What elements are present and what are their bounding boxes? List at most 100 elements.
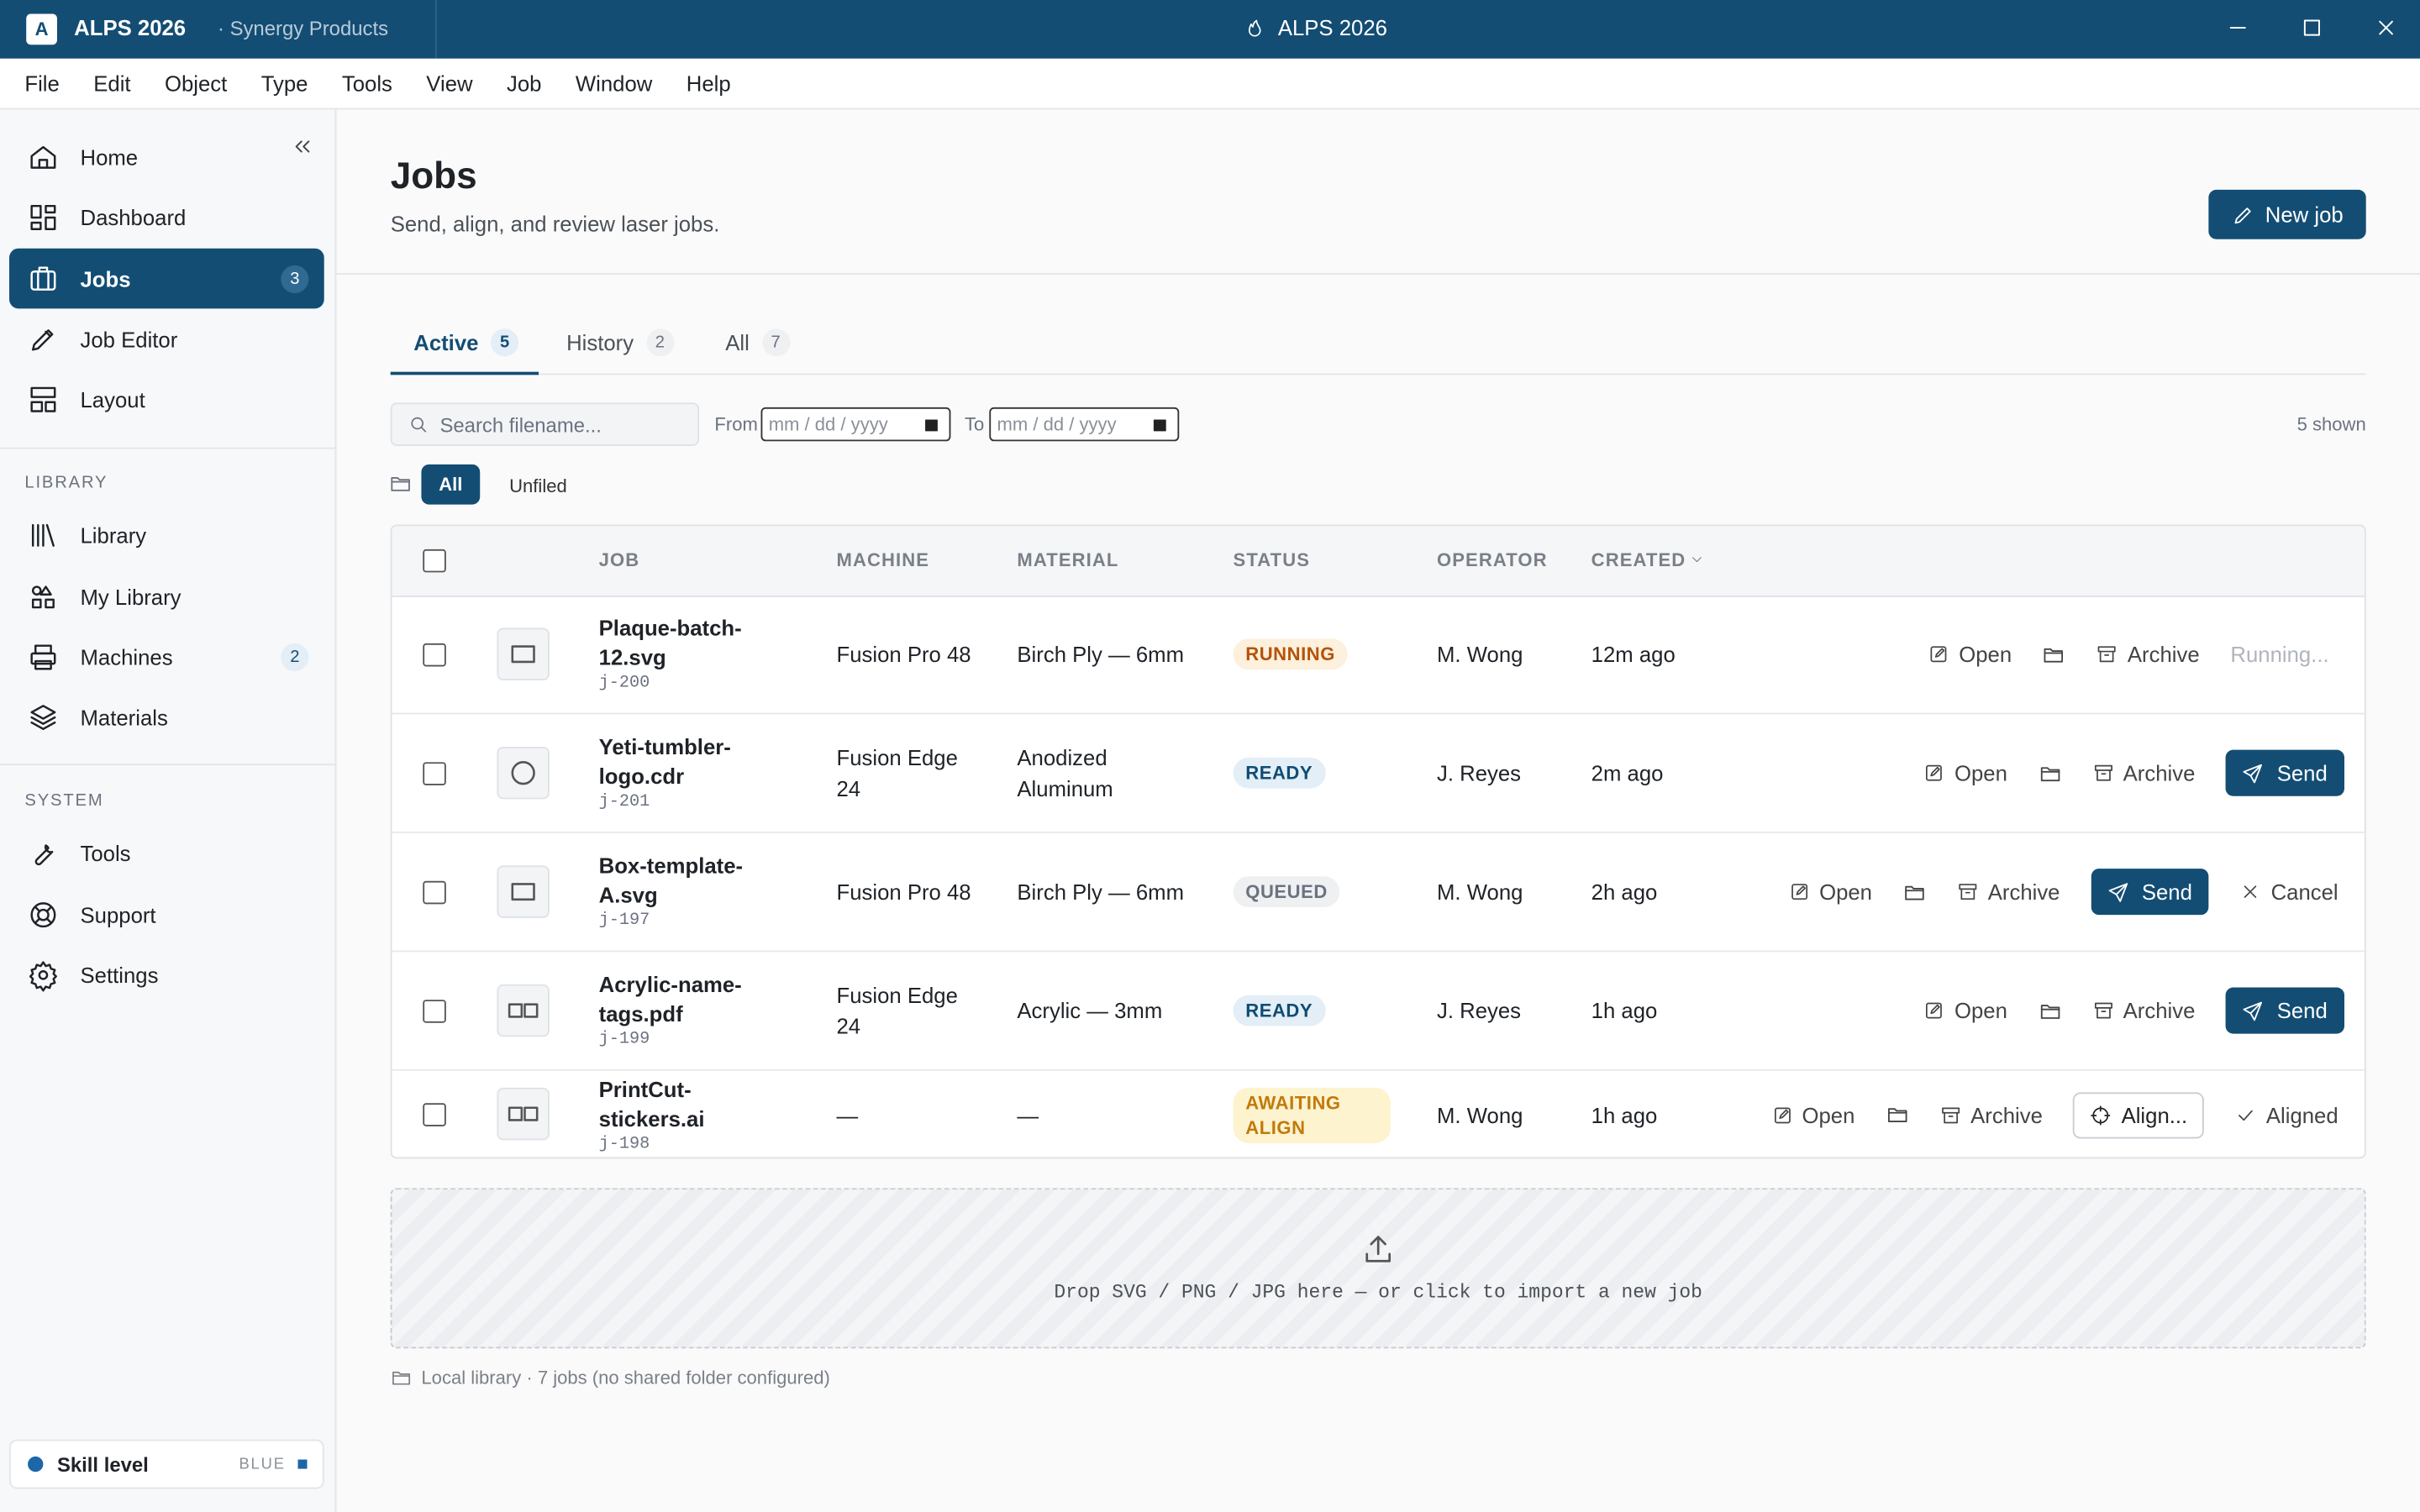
menu-item[interactable]: File bbox=[24, 71, 60, 96]
nav-item[interactable]: Tools bbox=[9, 822, 324, 883]
send-button[interactable]: Send bbox=[2226, 987, 2345, 1034]
job-name[interactable]: PrintCut-stickers.ai bbox=[598, 1076, 705, 1131]
date-input[interactable]: mm / dd / yyyy bbox=[760, 407, 951, 442]
tab-count: 7 bbox=[761, 328, 790, 357]
icon bbox=[1923, 762, 1945, 784]
skill-swatch bbox=[297, 1459, 308, 1469]
nav-item[interactable]: Settings bbox=[9, 944, 324, 1005]
nav-label: Job Editor bbox=[80, 326, 178, 351]
action-label: Archive bbox=[2127, 642, 2200, 667]
checkbox[interactable] bbox=[423, 879, 446, 904]
search-input[interactable]: Search filename... bbox=[390, 402, 700, 446]
date-input[interactable]: mm / dd / yyyy bbox=[989, 407, 1180, 442]
archive-button[interactable]: Archive bbox=[2096, 642, 2200, 667]
link-button[interactable]: Open bbox=[1788, 879, 1872, 904]
new-job-label: New job bbox=[2265, 202, 2344, 228]
checkbox[interactable] bbox=[423, 549, 446, 573]
app-badge: A bbox=[26, 13, 57, 45]
window-control[interactable] bbox=[2226, 15, 2250, 39]
status-cell: QUEUED bbox=[1233, 833, 1403, 951]
send-button[interactable]: Send bbox=[2091, 869, 2210, 916]
footer-text: Local library · 7 jobs (no shared folder… bbox=[421, 1367, 830, 1389]
nav-item[interactable]: Machines 2 bbox=[9, 627, 324, 687]
divider bbox=[434, 0, 437, 59]
nav-item[interactable]: Support bbox=[9, 884, 324, 944]
menu-item[interactable]: View bbox=[426, 71, 473, 96]
created: 1h ago bbox=[1591, 998, 1658, 1023]
folder-chip[interactable]: All bbox=[421, 464, 481, 505]
tab[interactable]: All 7 bbox=[725, 328, 790, 357]
table-header: JOB MACHINE MATERIAL STATUS OPERATOR CREATED bbox=[392, 526, 2365, 597]
checkbox[interactable] bbox=[423, 761, 446, 785]
menu-item[interactable]: Job bbox=[506, 71, 542, 96]
checkbox[interactable] bbox=[423, 999, 446, 1022]
checkbox[interactable] bbox=[423, 643, 446, 666]
material: Acrylic — 3mm bbox=[1017, 998, 1163, 1023]
cancel-button[interactable]: Cancel bbox=[2240, 879, 2338, 904]
created-cell: 12m ago bbox=[1591, 596, 1730, 713]
nav-item[interactable]: Layout bbox=[9, 369, 324, 429]
folder-button[interactable] bbox=[2039, 999, 2062, 1022]
nav-item[interactable]: Dashboard bbox=[9, 186, 324, 247]
skill-level[interactable]: Skill level BLUE bbox=[9, 1439, 324, 1489]
divider bbox=[0, 447, 335, 449]
archive-button[interactable]: Archive bbox=[1939, 1102, 2043, 1127]
sidebar: Home Dashboard Jobs 3 Job Editor Layout Librar… bbox=[0, 109, 337, 1512]
job-name[interactable]: Box-template-A.svg bbox=[598, 853, 744, 908]
job-thumbnail bbox=[497, 864, 550, 917]
folder-chip[interactable]: Unfiled bbox=[509, 475, 567, 497]
send-button[interactable]: Send bbox=[2226, 749, 2345, 796]
folder-button[interactable] bbox=[1886, 1103, 1909, 1126]
job-name[interactable]: Acrylic-name-tags.pdf bbox=[598, 972, 742, 1026]
menu-item[interactable]: Window bbox=[575, 71, 653, 96]
link-button[interactable]: Open bbox=[1923, 761, 2007, 785]
created-cell: 2m ago bbox=[1591, 714, 1730, 832]
archive-button[interactable]: Archive bbox=[2092, 761, 2195, 785]
window-control[interactable] bbox=[2374, 15, 2398, 39]
menu-item[interactable]: Object bbox=[164, 71, 228, 96]
column-header[interactable]: CREATED bbox=[1591, 549, 1705, 571]
nav-item[interactable]: Jobs 3 bbox=[9, 248, 324, 309]
window-controls bbox=[2226, 15, 2399, 39]
icon bbox=[1361, 1233, 1395, 1267]
window-control[interactable] bbox=[2300, 15, 2324, 39]
dropzone[interactable]: Drop SVG / PNG / JPG here — or click to … bbox=[390, 1188, 2366, 1349]
operator: J. Reyes bbox=[1437, 998, 1522, 1023]
icon bbox=[2231, 203, 2254, 227]
job-thumbnail bbox=[497, 627, 550, 680]
nav-item[interactable]: Materials bbox=[9, 686, 324, 747]
jobs-table: JOB MACHINE MATERIAL STATUS OPERATOR CREATED P… bbox=[390, 524, 2366, 1159]
table-row: Plaque-batch-12.svg j-200 Fusion Pro 48 Bir… bbox=[392, 596, 2365, 715]
nav-item[interactable]: Library bbox=[9, 505, 324, 565]
checkbox[interactable] bbox=[423, 1102, 446, 1126]
link-button[interactable]: Open bbox=[1928, 642, 2012, 666]
archive-button[interactable]: Archive bbox=[1957, 879, 2060, 904]
archive-button[interactable]: Archive bbox=[2092, 998, 2195, 1023]
nav-item[interactable]: My Library bbox=[9, 566, 324, 627]
tab[interactable]: Active 5 bbox=[413, 328, 519, 357]
job-name[interactable]: Yeti-tumbler-logo.cdr bbox=[598, 734, 731, 789]
menu-item[interactable]: Edit bbox=[93, 71, 131, 96]
menu-item[interactable]: Help bbox=[686, 71, 731, 96]
icon bbox=[1903, 880, 1927, 904]
new-job-button[interactable]: New job bbox=[2208, 189, 2366, 239]
operator: J. Reyes bbox=[1437, 760, 1522, 785]
tab[interactable]: History 2 bbox=[566, 328, 674, 357]
nav-item[interactable]: Job Editor bbox=[9, 308, 324, 369]
job-thumbnail bbox=[497, 746, 550, 799]
icon bbox=[2043, 643, 2066, 666]
align-button[interactable]: Align... bbox=[2073, 1091, 2205, 1138]
job-name[interactable]: Plaque-batch-12.svg bbox=[598, 615, 742, 670]
icon bbox=[28, 959, 59, 991]
machine-cell: Fusion Edge 24 bbox=[837, 714, 985, 832]
link-button[interactable]: Open bbox=[1923, 998, 2007, 1023]
job-id: j-199 bbox=[598, 1030, 650, 1049]
folder-button[interactable] bbox=[1903, 880, 1927, 904]
machine: — bbox=[836, 1102, 859, 1127]
menu-item[interactable]: Tools bbox=[341, 71, 392, 96]
folder-button[interactable] bbox=[2043, 643, 2066, 666]
menu-item[interactable]: Type bbox=[260, 71, 308, 96]
folder-button[interactable] bbox=[2039, 761, 2062, 785]
link-button[interactable]: Open bbox=[1771, 1102, 1854, 1127]
nav-item[interactable]: Home bbox=[9, 127, 324, 187]
